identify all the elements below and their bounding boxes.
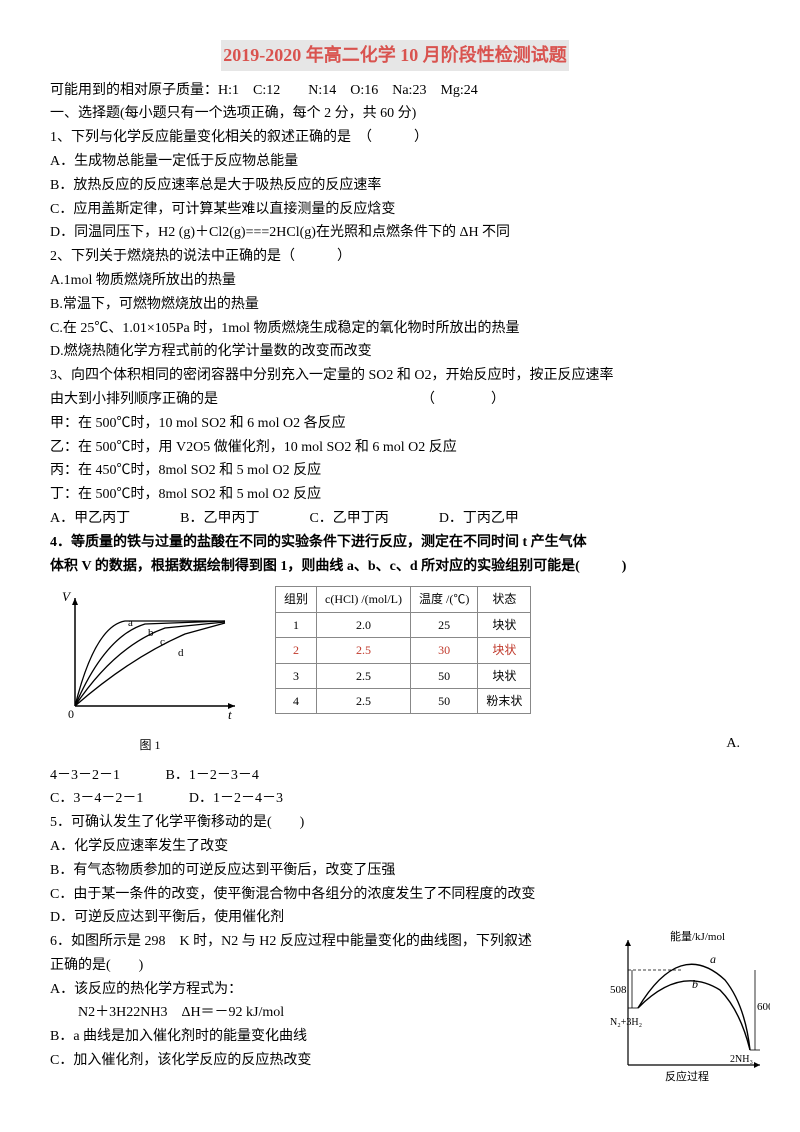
svg-text:0: 0: [68, 707, 74, 721]
q3-options: A．甲乙丙丁 B．乙甲丙丁 C．乙甲丁丙 D．丁丙乙甲: [50, 507, 740, 531]
page-title: 2019-2020 年高二化学 10 月阶段性检测试题: [221, 40, 569, 71]
th-conc: c(HCl) /(mol/L): [317, 587, 411, 612]
q3-opt-d: D．丁丙乙甲: [439, 507, 519, 531]
q1-a: A．生成物总能量一定低于反应物总能量: [50, 150, 740, 174]
q4-stem-2: 体积 V 的数据，根据数据绘制得到图 1，则曲线 a、b、c、d 所对应的实验组…: [50, 555, 740, 579]
curve-label-b: b: [148, 627, 154, 639]
q4-opt-cd: C．3－4－2－1 D．1－2－4－3: [50, 787, 740, 811]
q3-opt-c: C．乙甲丁丙: [309, 507, 388, 531]
q1-c: C．应用盖斯定律，可计算某些难以直接测量的反应焓变: [50, 198, 740, 222]
energy-y-label: 能量/kJ/mol: [670, 930, 725, 943]
chart-caption: 图 1: [50, 735, 250, 755]
th-group: 组别: [276, 587, 317, 612]
q3-line-bing: 丙：在 450℃时，8mol SO2 和 5 mol O2 反应: [50, 459, 740, 483]
svg-text:a: a: [710, 952, 716, 966]
chart-y-label: V: [62, 589, 72, 604]
energy-508: 508: [610, 984, 627, 996]
q4-data-table: 组别 c(HCl) /(mol/L) 温度 /(℃) 状态 1 2.0 25 块…: [275, 586, 531, 714]
section-heading: 一、选择题(每小题只有一个选项正确，每个 2 分，共 60 分): [50, 102, 740, 126]
q5-b: B．有气态物质参加的可逆反应达到平衡后，改变了压强: [50, 859, 740, 883]
q4-opt-a-marker: A.: [726, 732, 740, 756]
th-temp: 温度 /(℃): [411, 587, 478, 612]
q2-stem: 2、下列关于燃烧热的说法中正确的是（ ）: [50, 245, 740, 269]
q4-stem-1: 4．等质量的铁与过量的盐酸在不同的实验条件下进行反应，测定在不同时间 t 产生气…: [50, 531, 740, 555]
q4-chart: V t 0 a b c d 图 1: [50, 586, 250, 755]
table-row: 1 2.0 25 块状: [276, 612, 531, 637]
q2-c: C.在 25℃、1.01×105Pa 时，1mol 物质燃烧生成稳定的氧化物时所…: [50, 317, 740, 341]
chart-x-label: t: [228, 707, 232, 722]
q3-stem-1: 3、向四个体积相同的密闭容器中分别充入一定量的 SO2 和 O2，开始反应时，按…: [50, 364, 740, 388]
q1-b: B．放热反应的反应速率总是大于吸热反应的反应速率: [50, 174, 740, 198]
q3-line-ding: 丁：在 500℃时，8mol SO2 和 5 mol O2 反应: [50, 483, 740, 507]
q2-d: D.燃烧热随化学方程式前的化学计量数的改变而改变: [50, 340, 740, 364]
q3-line-jia: 甲：在 500℃时，10 mol SO2 和 6 mol O2 各反应: [50, 412, 740, 436]
table-row: 3 2.5 50 块状: [276, 663, 531, 688]
table-row: 4 2.5 50 粉末状: [276, 688, 531, 713]
q2-b: B.常温下，可燃物燃烧放出的热量: [50, 293, 740, 317]
q1-stem: 1、下列与化学反应能量变化相关的叙述正确的是 （ ）: [50, 126, 740, 150]
curve-label-c: c: [160, 636, 165, 648]
q6-energy-diagram: 508 600 a b N₂+3H₂ 2NH₃ 反应过程 能量/kJ/mol: [610, 930, 770, 1099]
svg-text:b: b: [692, 977, 698, 991]
q5-d: D．可逆反应达到平衡后，使用催化剂: [50, 906, 740, 930]
q5-a: A．化学反应速率发生了改变: [50, 835, 740, 859]
q3-opt-b: B．乙甲丙丁: [180, 507, 259, 531]
q3-stem-2: 由大到小排列顺序正确的是 （ ）: [50, 388, 740, 412]
q3-line-yi: 乙：在 500℃时，用 V2O5 做催化剂，10 mol SO2 和 6 mol…: [50, 436, 740, 460]
th-state: 状态: [478, 587, 531, 612]
energy-x-label: 反应过程: [665, 1069, 709, 1083]
q1-d: D．同温同压下，H2 (g)＋Cl2(g)===2HCl(g)在光照和点燃条件下…: [50, 221, 740, 245]
curve-label-d: d: [178, 647, 184, 659]
q5-c: C．由于某一条件的改变，使平衡混合物中各组分的浓度发生了不同程度的改变: [50, 883, 740, 907]
q3-opt-a: A．甲乙丙丁: [50, 507, 130, 531]
curve-label-a: a: [128, 617, 133, 629]
q2-a: A.1mol 物质燃烧所放出的热量: [50, 269, 740, 293]
reactants-label: N₂+3H₂: [610, 1017, 642, 1028]
products-label: 2NH₃: [730, 1054, 753, 1065]
q4-opt-ab: 4－3－2－1 B．1－2－3－4: [50, 764, 740, 788]
energy-600: 600: [757, 1001, 770, 1013]
q5-stem: 5．可确认发生了化学平衡移动的是( ): [50, 811, 740, 835]
table-row: 2 2.5 30 块状: [276, 638, 531, 663]
atomic-masses: 可能用到的相对原子质量：H:1 C:12 N:14 O:16 Na:23 Mg:…: [50, 79, 740, 103]
